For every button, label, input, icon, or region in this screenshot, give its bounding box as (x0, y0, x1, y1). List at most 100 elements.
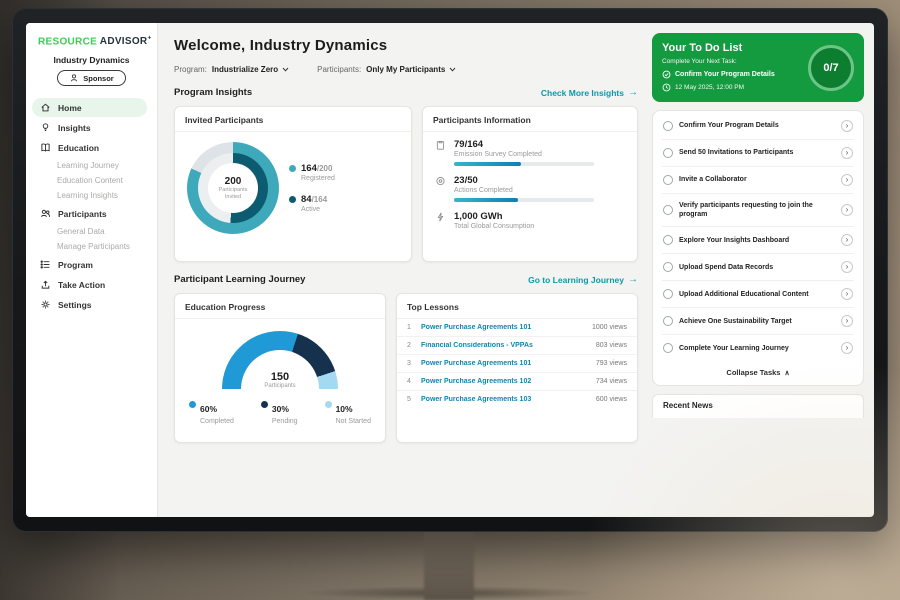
todo-title: Your To Do List (662, 42, 743, 54)
monitor-bezel: RESOURCE ADVISOR+ Industry Dynamics Spon… (12, 8, 888, 532)
sponsor-label: Sponsor (83, 73, 114, 83)
task-checkbox[interactable] (663, 262, 673, 273)
chevron-down-icon (282, 67, 289, 72)
legend-value: 164 (301, 163, 317, 174)
sidebar-item-take-action[interactable]: Take Action (32, 275, 147, 294)
participants-filter-dropdown[interactable]: Only My Participants (366, 65, 456, 74)
sidebar-item-label: Education (58, 142, 100, 153)
sidebar-item-settings[interactable]: Settings (32, 295, 147, 314)
program-filter: Program: Industrialize Zero (174, 65, 289, 74)
chevron-right-icon[interactable]: › (841, 234, 853, 247)
chevron-right-icon[interactable]: › (841, 342, 853, 355)
legend-item-pending: 30% Pending (260, 399, 298, 425)
task-checkbox[interactable] (663, 175, 673, 185)
recent-news-header: Recent News (652, 394, 864, 419)
lesson-row-4: 4 Power Purchase Agreements 102 734 view… (397, 373, 637, 391)
legend-value-row: 164/200 (301, 163, 335, 174)
lesson-row-5: 5 Power Purchase Agreements 103 600 view… (397, 391, 637, 408)
stat-actions-completed: 23/50 Actions Completed (423, 168, 637, 204)
task-checkbox[interactable] (663, 343, 673, 354)
lesson-views: 1000 views (591, 324, 627, 331)
lesson-link[interactable]: Power Purchase Agreements 101 (421, 360, 532, 367)
sidebar-item-insights[interactable]: Insights (32, 118, 147, 137)
check-more-insights-link[interactable]: Check More Insights → (541, 87, 638, 98)
lesson-rank: 2 (407, 342, 411, 349)
chevron-right-icon[interactable]: › (841, 147, 853, 159)
chevron-right-icon[interactable]: › (841, 204, 853, 217)
sidebar-item-program[interactable]: Program (32, 255, 147, 274)
task-checkbox[interactable] (663, 121, 673, 131)
todo-progress-value: 0/7 (823, 61, 839, 74)
participants-information-card: Participants Information 79/164 Emission… (422, 106, 638, 262)
upload-action-icon (41, 280, 50, 289)
sidebar-item-manage-participants[interactable]: Manage Participants (57, 242, 130, 252)
sidebar-item-education[interactable]: Education (32, 138, 147, 157)
section-title-learning-journey: Participant Learning Journey (174, 274, 306, 285)
task-checkbox[interactable] (663, 235, 673, 246)
legend-label: Not Started (335, 418, 371, 425)
program-insights-header: Program Insights Check More Insights → (174, 87, 638, 98)
card-title: Participants Information (423, 107, 637, 132)
sidebar-item-learning-insights[interactable]: Learning Insights (57, 191, 118, 201)
legend-dot-blue (189, 401, 196, 408)
task-row-9[interactable]: Complete Your Learning Journey › (662, 335, 854, 361)
chevron-right-icon[interactable]: › (841, 174, 853, 186)
legend-text: 10% Not Started (336, 399, 371, 425)
program-filter-dropdown[interactable]: Industrialize Zero (212, 65, 289, 74)
lesson-views: 803 views (595, 342, 627, 349)
sidebar-item-home[interactable]: Home (32, 98, 147, 118)
lesson-row-2: 2 Financial Considerations - VPPAs 803 v… (397, 337, 637, 355)
sidebar-item-label: Take Action (58, 279, 106, 290)
invited-participants-card: Invited Participants 200 Participants In… (174, 106, 412, 262)
todo-summary-card: Your To Do List Complete Your Next Task:… (652, 33, 864, 102)
program-filter-value: Industrialize Zero (211, 65, 279, 74)
lesson-views: 600 views (595, 396, 627, 403)
learning-cards-row: Education Progress 150 Participants (174, 293, 638, 443)
sidebar-item-general-data[interactable]: General Data (57, 227, 105, 237)
sidebar-item-education-content[interactable]: Education Content (57, 176, 123, 186)
go-to-learning-journey-link[interactable]: Go to Learning Journey → (528, 274, 638, 285)
sponsor-badge[interactable]: Sponsor (57, 70, 126, 87)
link-label: Go to Learning Journey (528, 274, 624, 285)
task-row-6[interactable]: Upload Spend Data Records › (662, 254, 854, 282)
stat-value: 23/50 (454, 175, 478, 186)
task-row-1[interactable]: Confirm Your Program Details › (662, 113, 854, 140)
lesson-link[interactable]: Power Purchase Agreements 101 (421, 324, 532, 331)
lesson-link[interactable]: Power Purchase Agreements 102 (421, 378, 532, 385)
task-checkbox[interactable] (663, 148, 673, 158)
arrow-right-icon: → (628, 274, 638, 285)
task-checkbox[interactable] (663, 205, 673, 216)
collapse-tasks-button[interactable]: Collapse Tasks ∧ (662, 361, 854, 383)
chevron-right-icon[interactable]: › (841, 261, 853, 274)
todo-next-task[interactable]: Confirm Your Program Details (662, 70, 800, 79)
task-checkbox[interactable] (663, 289, 673, 300)
task-row-5[interactable]: Explore Your Insights Dashboard › (662, 227, 854, 255)
legend-text: 164/200 Registered (301, 163, 335, 182)
task-label: Achieve One Sustainability Target (679, 317, 792, 325)
stat-global-consumption: 1,000 GWh Total Global Consumption (423, 204, 637, 236)
legend-value: 10% (335, 404, 353, 414)
task-checkbox[interactable] (663, 316, 673, 327)
task-row-3[interactable]: Invite a Collaborator › (662, 167, 854, 194)
chevron-right-icon[interactable]: › (841, 288, 853, 301)
sidebar-item-learning-journey[interactable]: Learning Journey (57, 161, 119, 171)
task-row-8[interactable]: Achieve One Sustainability Target › (662, 308, 854, 336)
chevron-right-icon[interactable]: › (841, 315, 853, 328)
legend-label: Registered (301, 175, 335, 182)
task-row-2[interactable]: Send 50 Invitations to Participants › (662, 140, 854, 167)
task-row-4[interactable]: Verify participants requesting to join t… (662, 194, 854, 228)
sidebar-item-participants[interactable]: Participants (32, 204, 147, 223)
lesson-link[interactable]: Financial Considerations - VPPAs (421, 342, 533, 349)
legend-dot-teal (289, 165, 296, 172)
stat-value: 79/164 (454, 139, 484, 150)
task-label: Explore Your Insights Dashboard (679, 236, 790, 244)
chevron-right-icon[interactable]: › (841, 120, 853, 132)
lesson-link[interactable]: Power Purchase Agreements 103 (421, 396, 532, 403)
task-row-7[interactable]: Upload Additional Educational Content › (662, 281, 854, 309)
legend-value: 60% (200, 404, 218, 414)
stat-emission-survey: 79/164 Emission Survey Completed (423, 132, 637, 168)
stat-body: 79/164 Emission Survey Completed (454, 139, 594, 166)
people-icon (41, 210, 51, 218)
donut-center-label: Participants Invited (218, 186, 248, 200)
